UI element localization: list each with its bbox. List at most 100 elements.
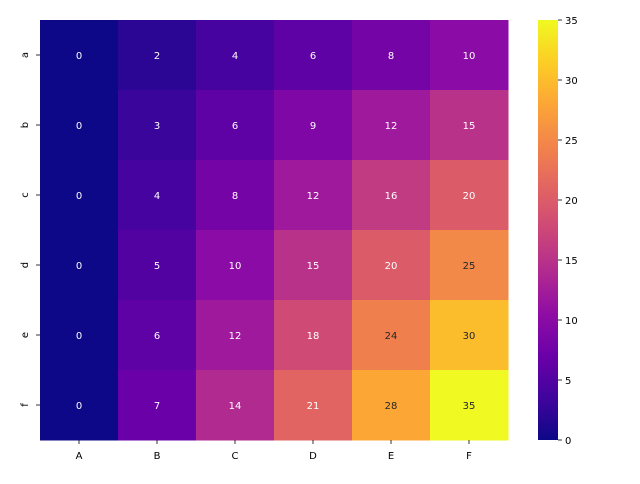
x-tick-label: B: [154, 451, 161, 462]
cell-value-label: 4: [232, 51, 238, 62]
cell-value-label: 8: [232, 191, 238, 202]
cell-value-label: 28: [385, 401, 398, 412]
cell-value-label: 25: [463, 261, 476, 272]
colorbar-ticks: 0 5 10 15 20 25 30 35: [558, 16, 578, 447]
colorbar-tick-label: 15: [565, 256, 578, 267]
heatmap-cell: [274, 20, 353, 91]
colorbar-tick-label: 30: [565, 76, 578, 87]
cell-value-label: 0: [76, 261, 82, 272]
heatmap-cell: [196, 20, 275, 91]
heatmap-cell: [40, 370, 119, 441]
x-tick-label: C: [232, 451, 239, 462]
cell-value-label: 24: [385, 331, 398, 342]
heatmap-cell: [118, 300, 197, 371]
heatmap-cell: [274, 90, 353, 161]
heatmap-cell: [352, 160, 431, 231]
y-tick-label: b: [20, 122, 31, 128]
heatmap-cell: [352, 300, 431, 371]
cell-value-label: 4: [154, 191, 160, 202]
x-tick-label: A: [76, 451, 83, 462]
colorbar: 0 5 10 15 20 25 30 35: [538, 16, 578, 447]
cell-value-label: 0: [76, 121, 82, 132]
heatmap-cell: [40, 20, 119, 91]
cell-value-label: 6: [154, 331, 160, 342]
heatmap-cell: [40, 230, 119, 301]
heatmap-cell: [196, 90, 275, 161]
cell-value-label: 2: [154, 51, 160, 62]
heatmap-cell: [352, 20, 431, 91]
cell-annotations: 0 2 4 6 8 100 3 6 9 12 150 4 8 12 16 200 5 10 15 20 250 6 12 18…: [76, 51, 476, 412]
cell-value-label: 3: [154, 121, 160, 132]
colorbar-tick-label: 35: [565, 16, 578, 27]
heatmap-cell: [352, 370, 431, 441]
cell-value-label: 6: [310, 51, 316, 62]
cell-value-label: 0: [76, 191, 82, 202]
y-axis: a b c d e f: [20, 52, 40, 407]
heatmap-cell: [274, 160, 353, 231]
colorbar-tick-label: 0: [565, 436, 571, 447]
colorbar-tick-label: 20: [565, 196, 578, 207]
cell-value-label: 0: [76, 51, 82, 62]
cell-value-label: 20: [463, 191, 476, 202]
heatmap-cell: [40, 160, 119, 231]
heatmap-cell: [274, 230, 353, 301]
heatmap-cell: [430, 300, 509, 371]
cell-value-label: 30: [463, 331, 476, 342]
heatmap-cell: [196, 300, 275, 371]
y-tick-label: f: [20, 403, 31, 407]
x-tick-label: E: [388, 451, 394, 462]
cell-value-label: 5: [154, 261, 160, 272]
heatmap-cell: [352, 230, 431, 301]
cell-value-label: 16: [385, 191, 398, 202]
x-tick-label: D: [309, 451, 317, 462]
heatmap-cell: [196, 160, 275, 231]
y-tick-label: a: [20, 52, 31, 58]
cell-value-label: 0: [76, 331, 82, 342]
colorbar-tick-label: 5: [565, 376, 571, 387]
heatmap-cell: [118, 20, 197, 91]
x-axis: A B C D E F: [76, 440, 472, 462]
heatmap-cell: [274, 370, 353, 441]
y-tick-label: d: [20, 262, 31, 268]
heatmap-cells: [40, 20, 509, 441]
heatmap-cell: [118, 230, 197, 301]
heatmap-cell: [430, 160, 509, 231]
cell-value-label: 8: [388, 51, 394, 62]
heatmap-cell: [430, 230, 509, 301]
cell-value-label: 18: [307, 331, 320, 342]
cell-value-label: 9: [310, 121, 316, 132]
cell-value-label: 12: [385, 121, 398, 132]
y-tick-label: e: [20, 332, 31, 338]
cell-value-label: 6: [232, 121, 238, 132]
colorbar-tick-label: 25: [565, 136, 578, 147]
cell-value-label: 20: [385, 261, 398, 272]
heatmap-cell: [40, 90, 119, 161]
heatmap-cell: [118, 160, 197, 231]
heatmap-cell: [40, 300, 119, 371]
colorbar-tick-label: 10: [565, 316, 578, 327]
cell-value-label: 12: [307, 191, 320, 202]
cell-value-label: 35: [463, 401, 476, 412]
cell-value-label: 10: [463, 51, 476, 62]
cell-value-label: 7: [154, 401, 160, 412]
cell-value-label: 15: [307, 261, 320, 272]
cell-value-label: 0: [76, 401, 82, 412]
heatmap-cell: [430, 20, 509, 91]
heatmap-cell: [430, 370, 509, 441]
heatmap-cell: [118, 370, 197, 441]
cell-value-label: 12: [229, 331, 242, 342]
heatmap-cell: [430, 90, 509, 161]
cell-value-label: 21: [307, 401, 320, 412]
heatmap-cell: [196, 370, 275, 441]
cell-value-label: 15: [463, 121, 476, 132]
colorbar-gradient: [538, 20, 558, 440]
heatmap-cell: [274, 300, 353, 371]
y-tick-label: c: [20, 192, 31, 198]
x-tick-label: F: [466, 451, 472, 462]
cell-value-label: 14: [229, 401, 242, 412]
heatmap-cell: [118, 90, 197, 161]
heatmap-cell: [196, 230, 275, 301]
cell-value-label: 10: [229, 261, 242, 272]
